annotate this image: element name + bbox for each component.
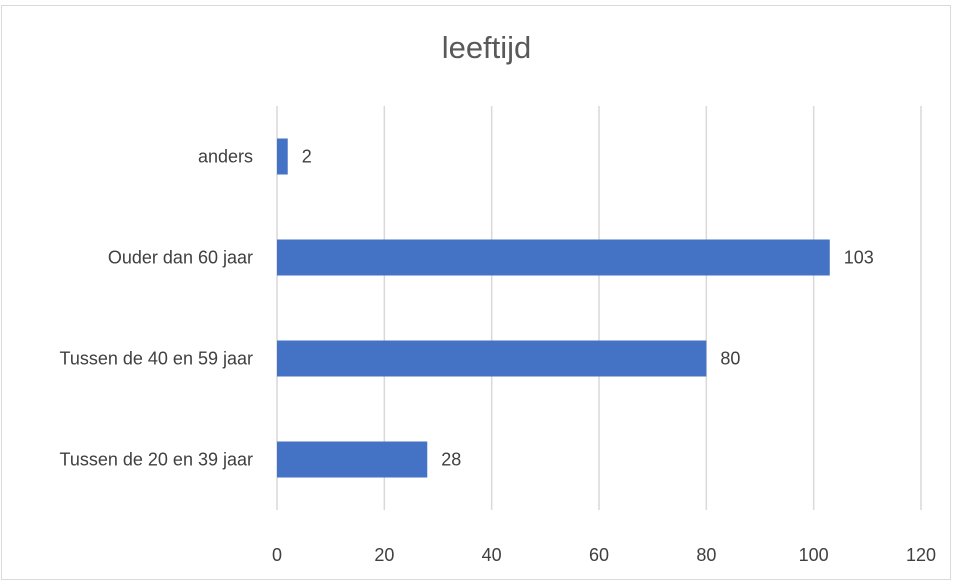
bar-3 — [277, 441, 428, 478]
x-tick-label: 60 — [589, 545, 609, 565]
category-label: Ouder dan 60 jaar — [108, 248, 253, 268]
x-tick-label: 20 — [374, 545, 394, 565]
category-label: Tussen de 40 en 59 jaar — [60, 349, 253, 369]
bars — [277, 138, 830, 478]
chart-frame — [1, 5, 951, 580]
data-label: 103 — [844, 248, 874, 268]
data-label: 28 — [441, 450, 461, 470]
x-tick-label: 0 — [272, 545, 282, 565]
gridlines — [276, 106, 922, 510]
x-tick-label: 80 — [696, 545, 716, 565]
bar-1 — [277, 239, 830, 276]
x-tick-label: 40 — [482, 545, 502, 565]
bar-2 — [277, 340, 707, 377]
data-label: 2 — [302, 147, 312, 167]
data-label: 80 — [720, 349, 740, 369]
category-label: anders — [198, 147, 253, 167]
chart-title: leeftijd — [441, 30, 532, 65]
bar-0 — [277, 138, 288, 175]
x-tick-label: 100 — [799, 545, 829, 565]
x-tick-label: 120 — [906, 545, 936, 565]
category-label: Tussen de 20 en 39 jaar — [60, 450, 253, 470]
labels: 0 20 40 60 80 100 120 anders 2 Ouder dan 60 jaar 1… — [60, 147, 936, 566]
